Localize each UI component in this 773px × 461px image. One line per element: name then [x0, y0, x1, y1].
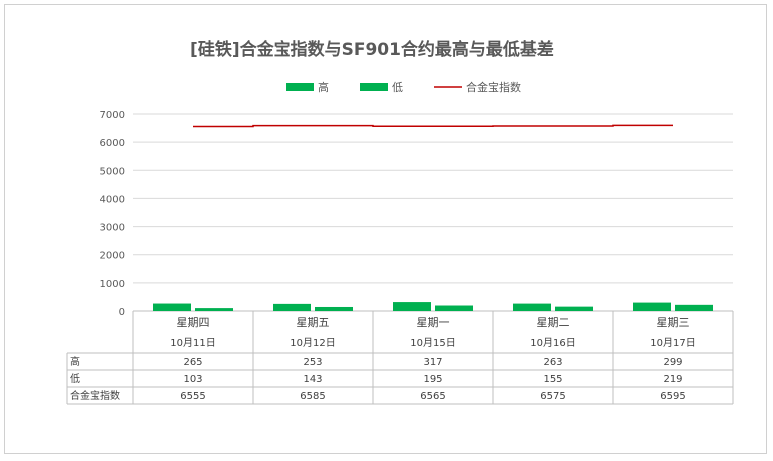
lines	[193, 124, 673, 128]
data-label: 253	[303, 357, 322, 368]
x-tick-weekday: 星期一	[417, 316, 450, 329]
x-tick-date: 10月16日	[530, 337, 575, 349]
x-tick-weekday: 星期五	[297, 316, 330, 329]
data-label: 6555	[180, 391, 205, 402]
legend-label: 低	[392, 81, 403, 94]
data-label: 219	[663, 374, 682, 385]
y-tick-label: 5000	[100, 166, 125, 177]
y-tick-label: 2000	[100, 251, 125, 262]
legend-label: 高	[318, 80, 329, 94]
bar-high	[513, 303, 551, 311]
x-tick-date: 10月15日	[410, 337, 455, 349]
data-label: 6595	[660, 391, 685, 402]
data-label: 263	[543, 357, 562, 368]
y-axis: 0 1000 2000 3000 4000 5000 6000 7000	[100, 110, 125, 318]
data-label: 103	[183, 374, 202, 385]
y-tick-label: 6000	[100, 138, 125, 149]
legend-label: 合金宝指数	[466, 80, 521, 94]
bar-high	[393, 302, 431, 311]
bar-low	[435, 305, 473, 311]
data-label: 6565	[420, 391, 445, 402]
series-line	[193, 124, 673, 128]
gridlines	[133, 113, 733, 312]
x-tick-weekday: 星期四	[177, 316, 210, 329]
data-label: 6575	[540, 391, 565, 402]
legend-swatch	[360, 83, 388, 91]
x-tick-date: 10月17日	[650, 337, 695, 349]
bar-low	[195, 308, 233, 311]
y-tick-label: 1000	[100, 279, 125, 290]
data-table: 星期四 10月11日 星期五 10月12日 星期一 10月15日 星期二 10月16日 星期三 1…	[66, 311, 734, 405]
data-label: 299	[663, 357, 682, 368]
table-row-label: 低	[70, 372, 80, 385]
bar-high	[273, 303, 311, 311]
bar-low	[675, 304, 713, 311]
y-tick-label: 4000	[100, 194, 125, 205]
data-label: 195	[423, 374, 442, 385]
data-label: 6585	[300, 391, 325, 402]
bars	[153, 302, 713, 311]
y-tick-label: 3000	[100, 223, 125, 234]
x-tick-weekday: 星期三	[657, 316, 690, 329]
table-row-label: 合金宝指数	[70, 389, 120, 402]
y-tick-label: 0	[119, 307, 125, 318]
bar-high	[633, 302, 671, 311]
chart-title: [硅铁]合金宝指数与SF901合约最高与最低基差	[190, 39, 554, 60]
data-label: 317	[423, 357, 442, 368]
x-tick-date: 10月11日	[170, 337, 215, 349]
legend: 高 低 合金宝指数	[286, 80, 521, 94]
data-label: 265	[183, 357, 202, 368]
chart-frame	[4, 4, 767, 454]
bar-low	[555, 306, 593, 311]
legend-swatch	[286, 83, 314, 91]
data-label: 143	[303, 374, 322, 385]
data-label: 155	[543, 374, 562, 385]
bar-low	[315, 306, 353, 311]
table-row-label: 高	[70, 355, 80, 368]
x-tick-date: 10月12日	[290, 337, 335, 349]
x-tick-weekday: 星期二	[537, 316, 570, 329]
y-tick-label: 7000	[100, 110, 125, 121]
bar-high	[153, 303, 191, 311]
